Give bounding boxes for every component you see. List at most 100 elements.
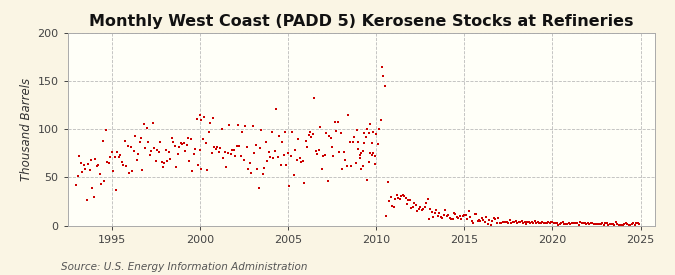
Point bbox=[603, 223, 614, 227]
Point bbox=[578, 221, 589, 225]
Point bbox=[106, 150, 117, 154]
Point bbox=[368, 150, 379, 155]
Point bbox=[359, 140, 370, 145]
Point bbox=[563, 221, 574, 225]
Point bbox=[500, 220, 511, 224]
Point bbox=[424, 217, 435, 222]
Point bbox=[134, 139, 145, 144]
Point bbox=[163, 150, 174, 154]
Point bbox=[142, 126, 153, 130]
Point bbox=[470, 212, 481, 217]
Point bbox=[535, 221, 546, 225]
Point bbox=[124, 170, 134, 175]
Point bbox=[449, 211, 460, 215]
Point bbox=[338, 150, 349, 155]
Point bbox=[167, 135, 178, 140]
Point bbox=[367, 141, 377, 146]
Point bbox=[597, 221, 608, 225]
Point bbox=[616, 222, 627, 227]
Point bbox=[400, 196, 411, 200]
Point bbox=[242, 145, 252, 149]
Point bbox=[406, 206, 416, 211]
Point bbox=[468, 221, 479, 226]
Point bbox=[626, 222, 637, 226]
Point bbox=[452, 215, 462, 219]
Point bbox=[481, 214, 491, 219]
Point bbox=[93, 163, 104, 168]
Point bbox=[99, 178, 109, 183]
Point bbox=[202, 167, 213, 172]
Point bbox=[137, 168, 148, 172]
Point bbox=[81, 197, 92, 202]
Point bbox=[360, 135, 371, 140]
Point bbox=[566, 221, 577, 225]
Point bbox=[211, 147, 221, 152]
Point bbox=[102, 160, 113, 164]
Point bbox=[333, 120, 344, 124]
Point bbox=[128, 148, 139, 153]
Point bbox=[632, 221, 643, 226]
Point bbox=[329, 120, 340, 124]
Point bbox=[559, 221, 570, 226]
Point bbox=[186, 137, 196, 141]
Point bbox=[253, 186, 264, 190]
Point bbox=[324, 134, 335, 139]
Point bbox=[609, 222, 620, 227]
Point bbox=[309, 95, 320, 100]
Point bbox=[462, 217, 472, 221]
Point bbox=[613, 223, 624, 227]
Point bbox=[213, 150, 224, 155]
Point bbox=[534, 220, 545, 225]
Point bbox=[343, 113, 354, 117]
Point bbox=[105, 155, 115, 159]
Point bbox=[196, 117, 207, 122]
Point bbox=[238, 158, 249, 162]
Point bbox=[158, 164, 169, 169]
Point bbox=[479, 220, 490, 224]
Point bbox=[117, 160, 128, 164]
Point bbox=[544, 221, 555, 225]
Point bbox=[385, 194, 396, 199]
Point bbox=[575, 220, 586, 224]
Point bbox=[82, 162, 93, 166]
Point bbox=[115, 152, 126, 157]
Point bbox=[269, 148, 280, 153]
Point bbox=[381, 214, 392, 218]
Point bbox=[363, 130, 374, 135]
Point bbox=[379, 84, 390, 88]
Point bbox=[584, 221, 595, 226]
Point bbox=[469, 212, 480, 217]
Point bbox=[518, 221, 529, 225]
Point bbox=[399, 194, 410, 198]
Point bbox=[180, 149, 190, 154]
Point bbox=[218, 156, 229, 160]
Point bbox=[402, 202, 412, 206]
Point bbox=[122, 144, 133, 148]
Point bbox=[236, 154, 246, 158]
Point bbox=[293, 137, 304, 141]
Point bbox=[610, 220, 621, 224]
Point bbox=[601, 221, 612, 225]
Point bbox=[284, 184, 295, 188]
Point bbox=[410, 203, 421, 207]
Point bbox=[328, 154, 339, 158]
Point bbox=[161, 148, 171, 152]
Point bbox=[205, 121, 215, 125]
Point bbox=[155, 140, 165, 144]
Point bbox=[302, 145, 313, 149]
Point bbox=[327, 144, 338, 149]
Point bbox=[435, 215, 446, 219]
Point bbox=[569, 221, 580, 225]
Point bbox=[483, 222, 493, 226]
Point bbox=[113, 155, 124, 160]
Point bbox=[313, 148, 324, 153]
Point bbox=[531, 221, 542, 225]
Point bbox=[318, 153, 329, 158]
Point bbox=[290, 147, 300, 152]
Point bbox=[359, 131, 370, 136]
Point bbox=[206, 151, 217, 156]
Point bbox=[162, 159, 173, 163]
Point bbox=[221, 165, 232, 169]
Point bbox=[503, 221, 514, 226]
Point bbox=[562, 222, 572, 226]
